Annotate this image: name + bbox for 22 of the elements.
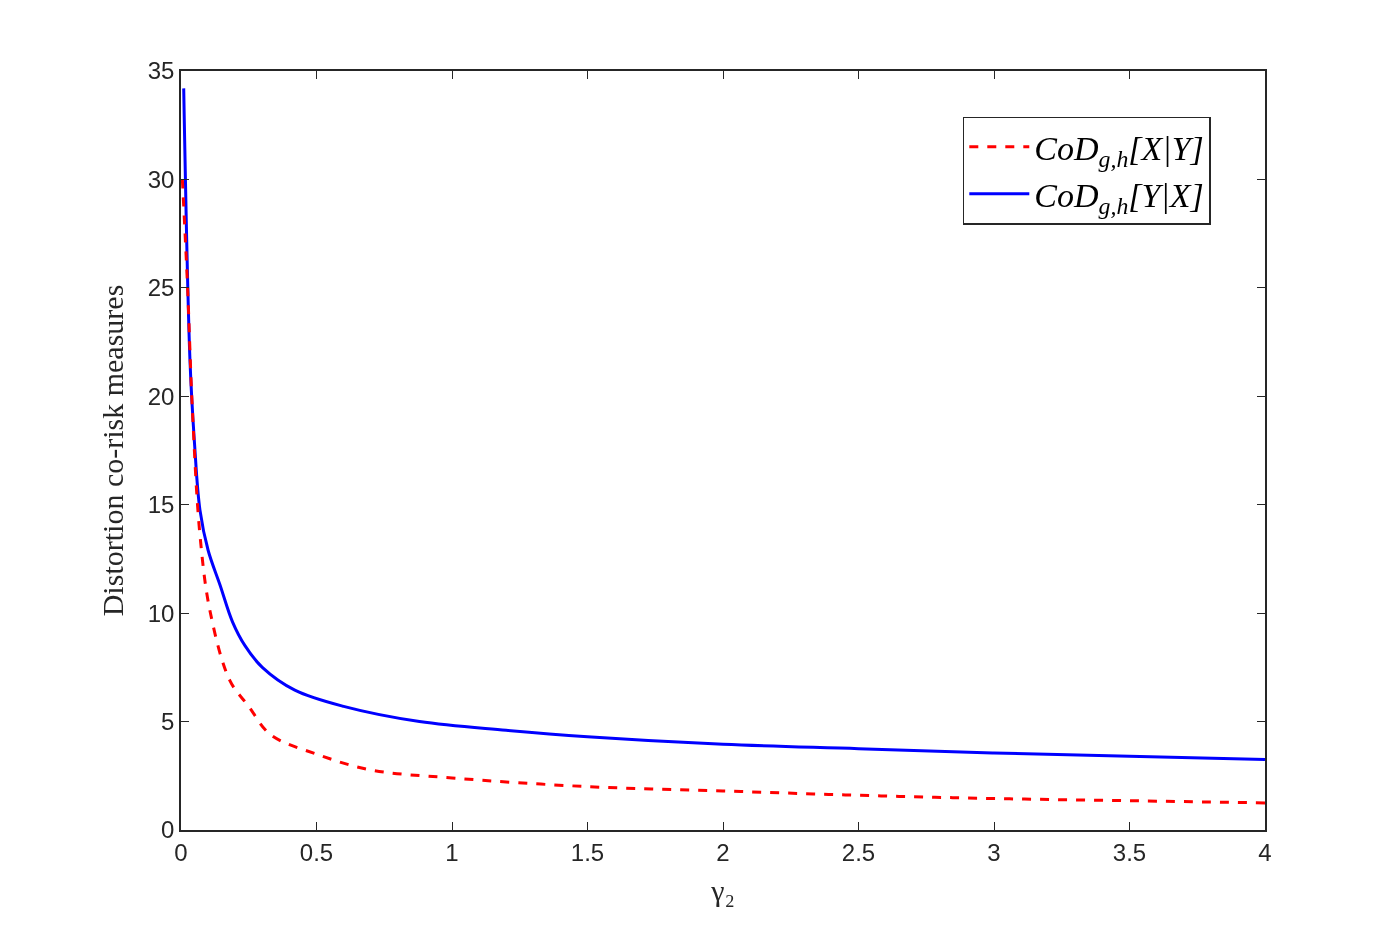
x-tick-label: 3 (987, 838, 1001, 866)
y-tick-label: 25 (147, 274, 175, 302)
x-tick-label: 2 (716, 838, 730, 866)
x-tick-label: 1 (445, 838, 459, 866)
line-series (181, 177, 1265, 805)
y-axis-title: Distortion co-risk measures (96, 284, 130, 617)
x-axis-title: γ₂ (710, 873, 735, 907)
y-tick-label: 10 (147, 599, 175, 627)
x-tick-label: 1.5 (570, 838, 605, 866)
x-tick-label: 2.5 (841, 838, 876, 866)
x-tick-label: 3.5 (1112, 838, 1147, 866)
x-tick-label: 4 (1258, 838, 1272, 866)
line-series (182, 86, 1265, 762)
legend-label: CoD$_{g,h}$[X|Y] (1034, 129, 1204, 173)
legend-label: CoD$_{g,h}$[Y|X] (1034, 177, 1204, 220)
x-tick-label: 0.5 (299, 838, 334, 866)
y-tick-label: 35 (147, 57, 175, 85)
y-tick-label: 20 (147, 382, 175, 410)
y-tick-label: 0 (161, 816, 175, 844)
y-tick-label: 5 (161, 707, 175, 735)
y-tick-label: 15 (147, 491, 175, 519)
y-tick-label: 30 (147, 165, 175, 193)
